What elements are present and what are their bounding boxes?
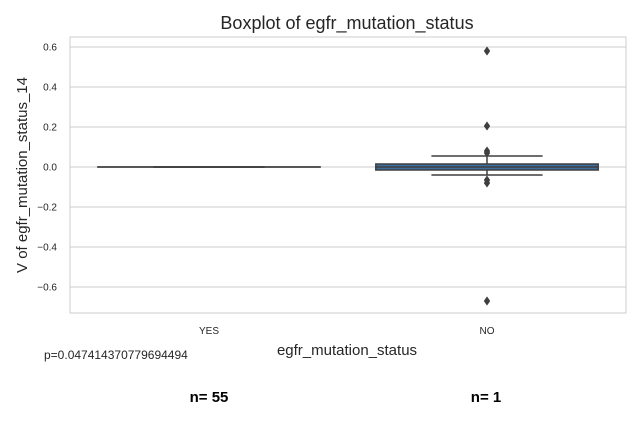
x-tick-label: NO xyxy=(480,326,495,337)
boxes-layer xyxy=(97,46,599,306)
y-tick-label: 0.6 xyxy=(43,43,57,54)
x-tick-labels: YES NO xyxy=(199,326,495,337)
plot-area-frame xyxy=(69,36,627,314)
y-tick-label: 0.2 xyxy=(43,123,57,134)
y-tick-labels: −0.6 −0.4 −0.2 0.0 0.2 0.4 0.6 xyxy=(37,43,57,294)
y-tick-label: 0.0 xyxy=(43,163,57,174)
y-tick-label: −0.6 xyxy=(37,283,57,294)
chart-title: Boxplot of egfr_mutation_status xyxy=(220,13,473,34)
y-tick-label: 0.4 xyxy=(43,83,57,94)
y-tick-label: −0.2 xyxy=(37,203,57,214)
y-axis-label: V of egfr_mutation_status_14 xyxy=(14,77,31,273)
outlier-point xyxy=(483,46,491,56)
outlier-point xyxy=(483,178,491,188)
n-count-no: n= 1 xyxy=(471,389,501,406)
n-count-yes: n= 55 xyxy=(190,389,229,406)
x-axis-label: egfr_mutation_status xyxy=(277,342,417,359)
outlier-point xyxy=(483,296,491,306)
x-tick-label: YES xyxy=(199,326,219,337)
outlier-point xyxy=(483,121,491,131)
p-value-label: p=0.047414370779694494 xyxy=(44,348,188,362)
outlier-point xyxy=(483,148,491,158)
y-tick-label: −0.4 xyxy=(37,243,57,254)
